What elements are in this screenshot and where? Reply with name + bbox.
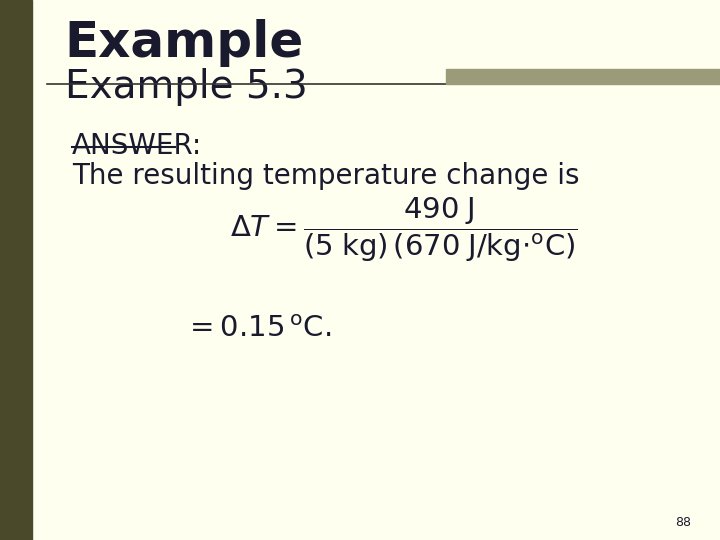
Text: ANSWER:: ANSWER: (72, 132, 202, 160)
Text: 88: 88 (675, 516, 691, 529)
Text: $\Delta T = \dfrac{490\;\mathrm{J}}{(5\;\mathrm{kg})\,(670\;\mathrm{J/kg{\cdot}{: $\Delta T = \dfrac{490\;\mathrm{J}}{(5\;… (230, 195, 578, 264)
Text: Example: Example (65, 19, 304, 67)
Text: The resulting temperature change is: The resulting temperature change is (72, 162, 580, 190)
Text: $= 0.15\,{}^{\mathrm{o}}\mathrm{C.}$: $= 0.15\,{}^{\mathrm{o}}\mathrm{C.}$ (184, 315, 331, 343)
Text: Example 5.3: Example 5.3 (65, 68, 307, 105)
